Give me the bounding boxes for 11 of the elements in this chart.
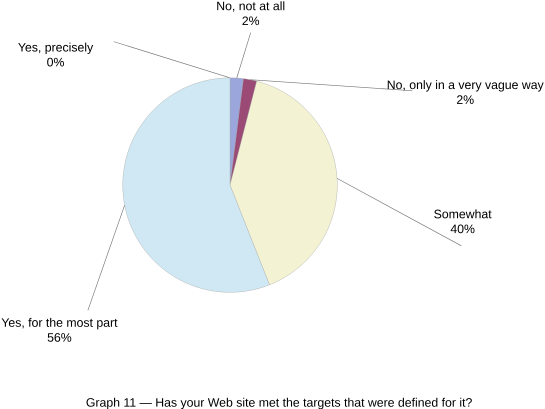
slice-label: No, only in a very vague way	[388, 80, 544, 92]
caption: Graph 11 — Has your Web site met the targets that were defined for it?	[86, 398, 472, 409]
text: 0%	[47, 58, 64, 66]
data-label: 2%	[456, 95, 474, 104]
slice-label: Yes, for the most part	[2, 318, 118, 330]
category-label: Yes, precisely	[18, 42, 94, 54]
slice-label: Somewhat	[434, 209, 492, 218]
data-label: 2%	[242, 16, 260, 26]
data-label: 56%	[48, 332, 72, 342]
slice-label: No, not at all	[217, 1, 284, 12]
data-label: 40%	[450, 224, 474, 234]
